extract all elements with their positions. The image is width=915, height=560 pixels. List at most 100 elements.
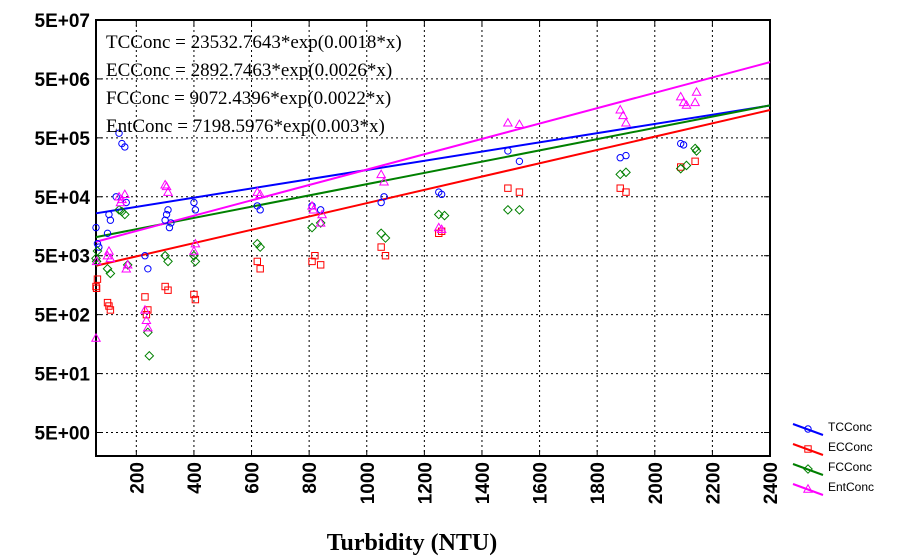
ecconc-legend-marker xyxy=(804,445,812,453)
fcconc-legend-line xyxy=(792,463,824,476)
y-tick-label: 5E+02 xyxy=(35,306,90,327)
entconc-point xyxy=(122,259,133,269)
fcconc-point xyxy=(190,256,201,267)
fcconc-point xyxy=(91,253,101,264)
entconc-point xyxy=(105,253,116,263)
tcconc-point xyxy=(191,206,200,214)
x-tick-label: 1200 xyxy=(415,462,436,504)
fcconc-point xyxy=(380,233,391,243)
tcconc-point xyxy=(167,219,175,227)
y-tick-label: 5E+07 xyxy=(35,11,90,32)
entconc-point xyxy=(675,91,686,101)
legend: TCConc ECConc FCConc EntConc xyxy=(792,420,874,496)
entconc-point xyxy=(376,169,387,179)
ecconc-point xyxy=(92,282,100,291)
x-tick-label: 800 xyxy=(300,462,321,494)
entconc-legend-marker xyxy=(802,483,814,493)
fcconc-point xyxy=(307,222,317,233)
equation-tc: TCConc = 23532.7643*exp(0.0018*x) xyxy=(106,32,402,53)
x-axis: 200 400 600 800 1000 1200 1400 1600 1800 2000 2200… xyxy=(127,462,782,504)
ecconc-fit-line xyxy=(95,109,771,267)
entconc-point xyxy=(162,186,174,196)
ecconc-point xyxy=(691,157,699,166)
ecconc-point xyxy=(190,290,198,299)
ecconc-point xyxy=(92,284,101,292)
tcconc-point xyxy=(504,147,512,155)
tcconc-point xyxy=(106,216,115,224)
entconc-point xyxy=(514,119,525,128)
x-axis-label: Turbidity (NTU) xyxy=(327,530,497,556)
ecconc-point xyxy=(377,243,385,251)
fcconc-point xyxy=(681,160,692,171)
equation-ent: EntConc = 7198.5976*exp(0.003*x) xyxy=(106,116,385,137)
y-tick-label: 5E+04 xyxy=(35,188,91,209)
fcconc-point xyxy=(91,256,102,267)
ecconc-point xyxy=(616,184,624,192)
x-tick-label: 1400 xyxy=(473,462,494,504)
tcconc-fit-line xyxy=(95,104,771,215)
equations: TCConc = 23532.7643*exp(0.0018*x) ECConc… xyxy=(106,32,402,137)
equation-fc: FCConc = 9072.4396*exp(0.0022*x) xyxy=(106,88,391,109)
tcconc-point xyxy=(190,198,198,207)
tcconc-point xyxy=(164,206,172,214)
fcconc-point xyxy=(376,228,387,239)
fcconc-point xyxy=(114,204,124,215)
ecconc-legend-label: ECConc xyxy=(828,440,873,454)
x-tick-label: 1800 xyxy=(588,462,609,504)
tcconc-point xyxy=(121,143,129,151)
ecconc-point xyxy=(141,293,149,301)
ecconc-point xyxy=(316,261,325,269)
fcconc-point xyxy=(163,256,173,267)
ecconc-point xyxy=(381,252,390,260)
tcconc-point xyxy=(256,206,264,214)
tcconc-point xyxy=(679,141,688,149)
tcconc-point xyxy=(95,243,103,251)
entconc-point xyxy=(691,86,702,96)
fcconc-point xyxy=(514,204,525,215)
entconc-fit-line xyxy=(95,61,771,243)
ecconc-point xyxy=(311,252,319,260)
fcconc-point xyxy=(255,242,266,253)
ecconc-point xyxy=(191,295,200,304)
fcconc-point xyxy=(252,238,263,249)
x-tick-label: 400 xyxy=(185,462,206,494)
entconc-point xyxy=(142,322,153,332)
entconc-point xyxy=(615,104,626,114)
fcconc-fit-line xyxy=(95,104,771,239)
tcconc-point xyxy=(380,193,388,201)
entconc-point xyxy=(91,256,102,266)
entconc-point xyxy=(378,176,390,186)
equation-ec: ECConc = 2892.7463*exp(0.0026*x) xyxy=(106,60,392,81)
entconc-point xyxy=(618,110,629,120)
tcconc-legend-line xyxy=(792,423,824,436)
ecconc-point xyxy=(93,275,102,283)
y-tick-label: 5E+05 xyxy=(35,129,91,150)
grid-lines xyxy=(96,19,771,456)
x-tick-label: 200 xyxy=(127,462,148,494)
entconc-legend-label: EntConc xyxy=(828,480,874,494)
tcconc-point xyxy=(165,223,174,232)
fcconc-point xyxy=(119,209,130,220)
entconc-point xyxy=(190,238,201,248)
fcconc-point xyxy=(502,204,513,215)
x-tick-label: 1000 xyxy=(358,462,379,504)
entconc-point xyxy=(315,217,326,227)
tcconc-legend-label: TCConc xyxy=(828,420,872,434)
ecconc-point xyxy=(164,286,172,294)
fcconc-point xyxy=(690,143,701,154)
x-tick-label: 1600 xyxy=(531,462,552,504)
data-points xyxy=(90,86,702,361)
ecconc-point xyxy=(106,306,115,314)
entconc-point xyxy=(103,245,115,255)
ecconc-point xyxy=(253,257,261,266)
entconc-point xyxy=(308,204,319,214)
fcconc-point xyxy=(105,268,116,279)
ecconc-point xyxy=(622,188,630,196)
fcconc-point xyxy=(315,218,326,228)
fit-lines xyxy=(95,61,771,267)
y-tick-label: 5E+03 xyxy=(35,247,90,268)
fcconc-legend-marker xyxy=(803,464,813,474)
entconc-point xyxy=(620,117,632,127)
fcconc-point xyxy=(433,209,444,220)
